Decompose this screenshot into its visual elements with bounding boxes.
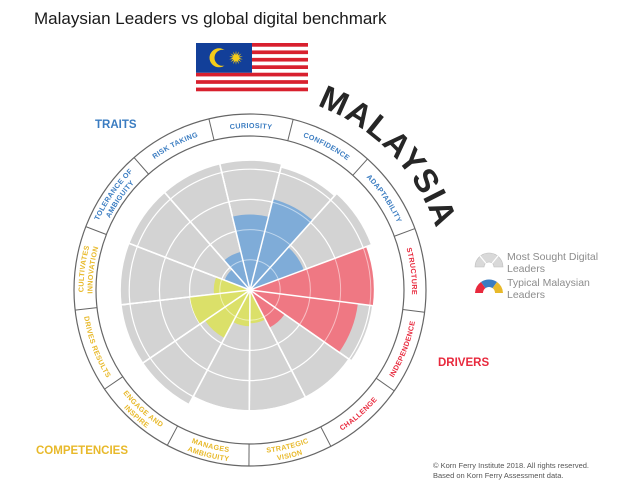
category-label: CURIOSITY xyxy=(229,121,272,131)
grid-arc xyxy=(306,268,311,298)
radial-divider xyxy=(178,289,251,424)
malaysia-wedge xyxy=(250,290,285,328)
legend-label-malaysia: Typical Malaysian Leaders xyxy=(507,277,590,301)
category-label: DRIVES RESULTS xyxy=(82,315,113,379)
radial-divider xyxy=(248,289,251,442)
grid-arc xyxy=(362,247,372,306)
radial-divider xyxy=(249,143,288,291)
ring-divider xyxy=(208,118,215,141)
malaysia-wedge xyxy=(213,276,250,295)
category-label: STRUCTURE xyxy=(405,247,419,295)
ring-divider xyxy=(104,376,124,390)
grid-arc xyxy=(264,230,291,246)
group-label: DRIVERS xyxy=(438,357,489,369)
radial-divider xyxy=(124,289,251,376)
malaysia-wedge xyxy=(190,290,250,325)
grid-arc xyxy=(323,301,341,343)
grid-arc xyxy=(235,229,265,232)
ring-divider xyxy=(133,157,149,175)
malaysia-flag-icon xyxy=(196,43,308,96)
ring-divider xyxy=(375,377,395,392)
group-labels: TRAITS DRIVERS COMPETENCIES xyxy=(36,119,489,457)
ring-divider xyxy=(352,158,368,176)
outer-ring-inner xyxy=(95,135,405,445)
radial-divider xyxy=(149,175,251,291)
radial-divider xyxy=(249,236,392,291)
malaysia-wedge xyxy=(250,246,374,306)
ring-divider xyxy=(394,228,416,237)
category-label: CHALLENGE xyxy=(338,395,379,433)
malaysia-wedge xyxy=(224,251,250,290)
radial-divider xyxy=(249,289,400,310)
grid-arc xyxy=(299,297,311,325)
category-label: CONFIDENCE xyxy=(302,130,351,162)
ring-divider xyxy=(75,307,98,311)
grid-arc xyxy=(272,201,311,223)
source-line: Based on Korn Ferry Assessment data. xyxy=(433,471,564,480)
malaysia-wedge xyxy=(224,269,250,290)
malaysia-wedge xyxy=(250,290,358,353)
ring-divider xyxy=(287,119,294,141)
malaysia-wedge xyxy=(250,247,304,290)
category-label: ADAPTABILITY xyxy=(365,172,404,224)
malaysia-series xyxy=(99,142,400,442)
radial-divider xyxy=(108,234,251,291)
copyright-line: © Korn Ferry Institute 2018. All rights … xyxy=(433,461,590,470)
ring-divider xyxy=(402,308,425,313)
group-label: TRAITS xyxy=(95,119,137,131)
ring-divider xyxy=(85,226,107,235)
malaysia-wedge xyxy=(205,290,250,338)
outer-ring-outer xyxy=(73,113,427,467)
radial-divider xyxy=(99,289,251,309)
copyright-footer: © Korn Ferry Institute 2018. All rights … xyxy=(433,461,589,481)
grid-arc xyxy=(334,258,342,302)
chart-title: Malaysian Leaders vs global digital benc… xyxy=(34,9,387,28)
outer-ring xyxy=(73,113,427,467)
malaysia-wedge xyxy=(250,199,313,290)
radial-divider xyxy=(249,177,352,291)
legend-label-benchmark: Most Sought Digital Leaders xyxy=(507,251,599,275)
malaysia-swatch-icon xyxy=(475,279,503,293)
radial-divider xyxy=(214,142,251,291)
radial-divider xyxy=(249,289,375,378)
benchmark-swatch-icon xyxy=(474,252,504,268)
radial-divider xyxy=(249,289,321,425)
malaysia-wedge xyxy=(232,214,269,290)
ring-divider xyxy=(166,425,179,446)
ring-divider xyxy=(320,426,332,447)
group-label: COMPETENCIES xyxy=(36,445,128,457)
